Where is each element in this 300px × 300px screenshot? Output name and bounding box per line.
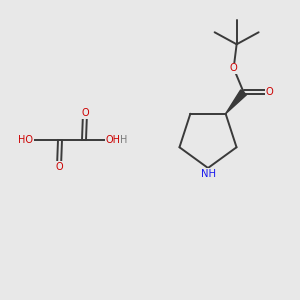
Text: O: O	[81, 108, 89, 118]
Text: O: O	[55, 162, 63, 172]
Polygon shape	[226, 90, 247, 114]
Text: NH: NH	[200, 169, 215, 179]
Text: HO: HO	[18, 135, 33, 145]
Text: O: O	[266, 87, 274, 97]
Text: OH: OH	[106, 135, 121, 145]
Text: H: H	[120, 135, 127, 145]
Text: O: O	[230, 63, 238, 73]
